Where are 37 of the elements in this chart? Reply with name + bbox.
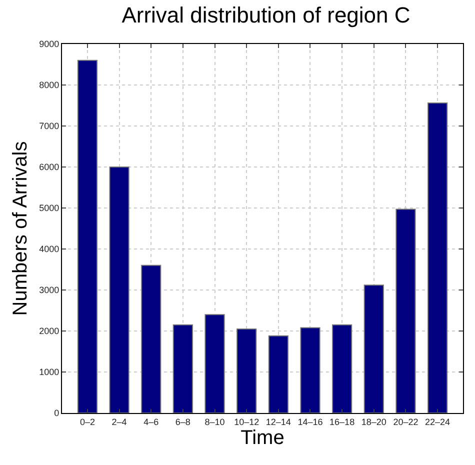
x-tick-label: 18–20: [361, 416, 386, 427]
x-tick-label: 22–24: [425, 416, 450, 427]
bar: [332, 324, 352, 413]
x-tick-label: 8–10: [204, 416, 225, 427]
bar: [109, 166, 130, 413]
x-tick-label: 4–6: [144, 416, 159, 427]
bar: [396, 208, 416, 413]
y-tick-label: 3000: [39, 285, 60, 296]
bar: [141, 264, 162, 413]
y-tick-label: 1000: [39, 367, 60, 378]
bar: [268, 335, 288, 413]
y-tick-label: 9000: [39, 39, 60, 50]
bar: [236, 328, 257, 413]
x-tick-label: 14–16: [298, 416, 323, 427]
y-tick-label: 7000: [39, 121, 60, 132]
x-tick-label: 2–4: [112, 416, 127, 427]
y-tick-label: 2000: [39, 326, 60, 336]
x-tick-label: 0–2: [80, 416, 95, 427]
bar: [172, 324, 193, 413]
x-tick-label: 12–14: [266, 416, 291, 427]
y-tick-label: 8000: [39, 80, 60, 90]
chart-title: Arrival distribution of region C: [122, 2, 410, 28]
y-tick-label: 4000: [39, 244, 60, 254]
y-tick-label: 5000: [39, 203, 60, 214]
x-tick-label: 16–18: [330, 416, 355, 427]
bar: [300, 327, 320, 413]
bar: [204, 314, 225, 413]
x-tick-label: 10–12: [234, 416, 260, 427]
y-tick-label: 6000: [39, 162, 60, 172]
bar: [427, 102, 448, 413]
x-tick-label: 20–22: [393, 416, 418, 427]
bar: [364, 284, 384, 413]
y-tick-label: 0: [54, 408, 60, 418]
bar: [77, 60, 98, 413]
x-tick-label: 6–8: [175, 416, 190, 427]
y-axis-title: Numbers of Arrivals: [10, 141, 32, 316]
x-axis-title: Time: [240, 426, 284, 449]
